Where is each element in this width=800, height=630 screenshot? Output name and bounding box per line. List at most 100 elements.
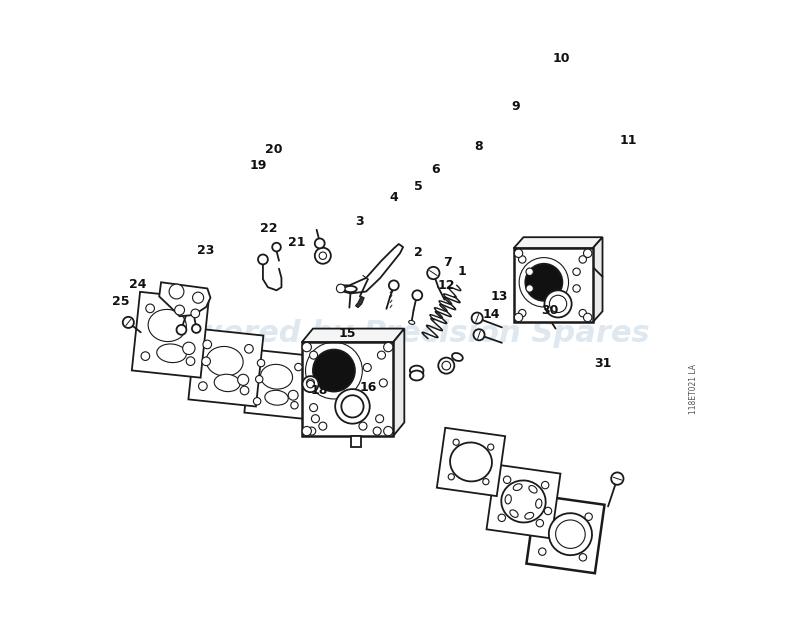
Polygon shape [514, 238, 602, 248]
Ellipse shape [549, 513, 592, 555]
Circle shape [254, 398, 261, 405]
Circle shape [245, 345, 254, 353]
Circle shape [290, 401, 298, 409]
Circle shape [302, 427, 311, 436]
Circle shape [579, 256, 586, 263]
Polygon shape [302, 329, 404, 342]
Circle shape [538, 548, 546, 555]
Polygon shape [394, 329, 404, 436]
Circle shape [359, 422, 367, 430]
Text: 13: 13 [490, 290, 507, 303]
Text: 24: 24 [129, 278, 146, 290]
Circle shape [611, 472, 623, 485]
Circle shape [174, 305, 185, 315]
Text: 17: 17 [314, 364, 331, 377]
Ellipse shape [505, 495, 511, 504]
Circle shape [526, 268, 534, 275]
Circle shape [378, 351, 386, 359]
Circle shape [146, 304, 154, 312]
Polygon shape [188, 328, 263, 406]
Circle shape [192, 324, 201, 333]
Circle shape [337, 284, 345, 293]
Circle shape [412, 290, 422, 300]
Circle shape [442, 361, 450, 370]
Text: 16: 16 [359, 381, 377, 394]
Ellipse shape [409, 321, 414, 324]
Ellipse shape [452, 353, 462, 361]
Polygon shape [159, 282, 210, 316]
Ellipse shape [265, 390, 288, 405]
Bar [302, 342, 394, 436]
Circle shape [488, 444, 494, 450]
Text: 25: 25 [112, 295, 130, 308]
Circle shape [585, 513, 592, 520]
Circle shape [258, 255, 268, 265]
Circle shape [288, 391, 298, 400]
Text: 11: 11 [620, 134, 637, 147]
Text: 12: 12 [438, 279, 455, 292]
Circle shape [536, 520, 543, 527]
Polygon shape [132, 292, 209, 377]
Circle shape [177, 325, 186, 335]
Ellipse shape [345, 286, 357, 292]
Circle shape [498, 514, 506, 522]
Circle shape [191, 309, 199, 318]
Text: 9: 9 [512, 100, 520, 113]
Circle shape [308, 427, 316, 435]
Circle shape [202, 357, 210, 365]
Ellipse shape [148, 309, 186, 341]
Text: 30: 30 [541, 304, 558, 316]
Ellipse shape [536, 499, 542, 508]
Circle shape [319, 252, 326, 260]
Text: 4: 4 [390, 191, 398, 204]
Circle shape [384, 343, 393, 352]
Circle shape [306, 381, 314, 388]
Circle shape [294, 364, 302, 371]
Text: 7: 7 [443, 256, 452, 269]
Text: 23: 23 [197, 244, 214, 256]
Text: 31: 31 [594, 357, 611, 370]
Circle shape [306, 379, 314, 387]
Ellipse shape [514, 484, 522, 491]
Circle shape [453, 439, 459, 445]
Circle shape [186, 357, 195, 365]
Text: 3: 3 [355, 215, 364, 227]
Text: 20: 20 [265, 143, 282, 156]
Ellipse shape [525, 512, 534, 519]
Ellipse shape [502, 481, 546, 522]
Circle shape [579, 309, 586, 317]
Ellipse shape [157, 344, 186, 363]
Text: 19: 19 [250, 159, 266, 172]
Circle shape [193, 292, 204, 303]
Ellipse shape [410, 365, 423, 375]
Circle shape [373, 427, 381, 435]
Circle shape [335, 389, 370, 423]
Circle shape [314, 238, 325, 248]
Circle shape [379, 379, 387, 387]
Ellipse shape [206, 346, 243, 376]
Circle shape [198, 382, 207, 391]
Circle shape [427, 267, 439, 279]
Polygon shape [437, 428, 505, 496]
Text: 10: 10 [553, 52, 570, 66]
Circle shape [255, 375, 263, 383]
Circle shape [542, 481, 549, 489]
Circle shape [583, 249, 592, 258]
Circle shape [518, 256, 526, 263]
Text: 14: 14 [482, 309, 500, 321]
Circle shape [342, 395, 363, 418]
Text: Powered by Precision Spares: Powered by Precision Spares [150, 319, 650, 348]
Polygon shape [244, 350, 311, 419]
Circle shape [240, 386, 249, 395]
Circle shape [363, 364, 371, 372]
Circle shape [482, 479, 489, 484]
Circle shape [319, 422, 327, 430]
Circle shape [545, 290, 572, 318]
Text: 2: 2 [414, 246, 423, 258]
Bar [514, 248, 593, 323]
Circle shape [550, 295, 566, 312]
Circle shape [579, 554, 586, 561]
Circle shape [376, 415, 384, 423]
Circle shape [474, 329, 485, 340]
Circle shape [583, 313, 592, 322]
